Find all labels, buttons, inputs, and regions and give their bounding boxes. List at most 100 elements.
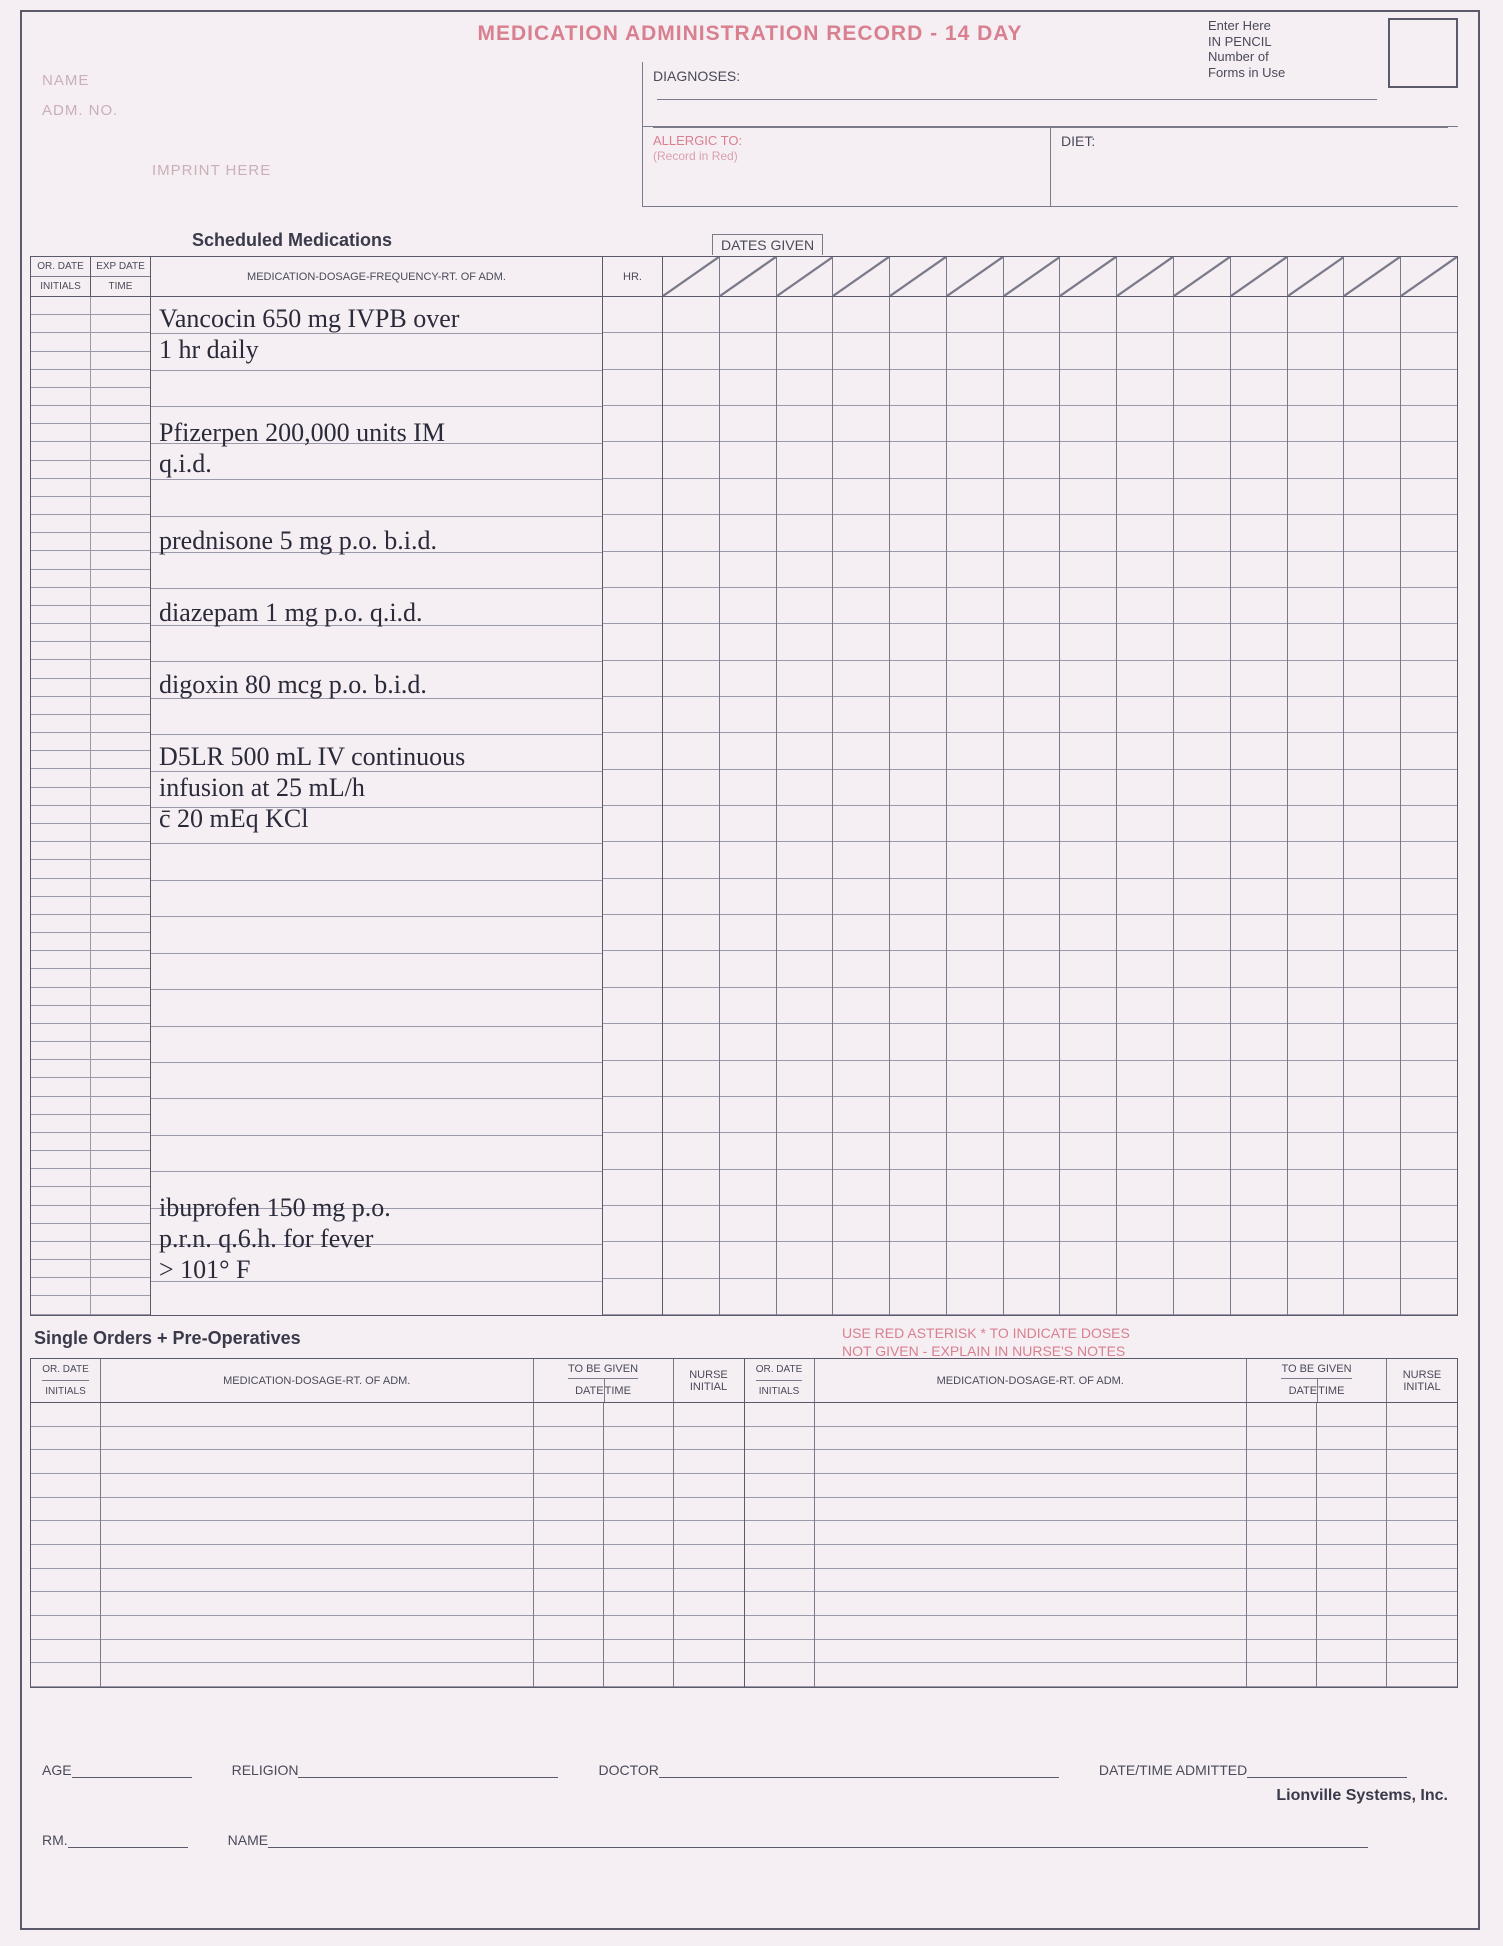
hr-cell[interactable] xyxy=(603,1170,662,1206)
dose-cell[interactable] xyxy=(1174,1170,1230,1206)
dose-cell[interactable] xyxy=(1174,297,1230,333)
dose-cell[interactable] xyxy=(663,1133,719,1169)
dose-cell[interactable] xyxy=(1117,697,1173,733)
sg-cell[interactable] xyxy=(815,1521,1247,1545)
sg-cell[interactable] xyxy=(1247,1545,1316,1569)
dose-cell[interactable] xyxy=(720,515,776,551)
sg-cell[interactable] xyxy=(101,1640,533,1664)
sg-cell[interactable] xyxy=(1317,1663,1386,1687)
dose-cell[interactable] xyxy=(947,770,1003,806)
dose-cell[interactable] xyxy=(1004,1024,1060,1060)
dose-cell[interactable] xyxy=(1344,1061,1400,1097)
dose-cell[interactable] xyxy=(833,879,889,915)
tiny-row[interactable] xyxy=(31,933,150,951)
dose-cell[interactable] xyxy=(663,406,719,442)
dose-cell[interactable] xyxy=(663,297,719,333)
dose-cell[interactable] xyxy=(777,297,833,333)
tiny-row[interactable] xyxy=(31,315,150,333)
sg-cell[interactable] xyxy=(1247,1521,1316,1545)
sg-cell[interactable] xyxy=(1317,1474,1386,1498)
dose-cell[interactable] xyxy=(947,297,1003,333)
dose-cell[interactable] xyxy=(1231,733,1287,769)
sg-cell[interactable] xyxy=(1317,1521,1386,1545)
dose-cell[interactable] xyxy=(833,1242,889,1278)
dose-cell[interactable] xyxy=(833,624,889,660)
sg-cell[interactable] xyxy=(815,1545,1247,1569)
tiny-row[interactable] xyxy=(31,497,150,515)
sg-cell[interactable] xyxy=(1387,1616,1457,1640)
tiny-row[interactable] xyxy=(31,842,150,860)
dose-cell[interactable] xyxy=(833,588,889,624)
tiny-row[interactable] xyxy=(31,515,150,533)
dose-cell[interactable] xyxy=(1231,1024,1287,1060)
dose-cell[interactable] xyxy=(777,951,833,987)
dose-cell[interactable] xyxy=(1344,297,1400,333)
dose-cell[interactable] xyxy=(720,442,776,478)
hr-cell[interactable] xyxy=(603,1097,662,1133)
dose-cell[interactable] xyxy=(1117,1097,1173,1133)
hr-cell[interactable] xyxy=(603,333,662,369)
dose-cell[interactable] xyxy=(1060,661,1116,697)
dose-cell[interactable] xyxy=(1231,1242,1287,1278)
dose-cell[interactable] xyxy=(1174,661,1230,697)
dose-cell[interactable] xyxy=(947,479,1003,515)
dose-cell[interactable] xyxy=(1004,733,1060,769)
tiny-row[interactable] xyxy=(31,388,150,406)
tiny-row[interactable] xyxy=(31,897,150,915)
tiny-row[interactable] xyxy=(31,860,150,878)
dose-cell[interactable] xyxy=(1004,842,1060,878)
sg-cell[interactable] xyxy=(1387,1474,1457,1498)
dose-cell[interactable] xyxy=(1288,1024,1344,1060)
dose-cell[interactable] xyxy=(947,624,1003,660)
dose-cell[interactable] xyxy=(1060,1097,1116,1133)
sg-cell[interactable] xyxy=(31,1521,100,1545)
dose-cell[interactable] xyxy=(1174,515,1230,551)
dose-cell[interactable] xyxy=(663,1279,719,1315)
dose-cell[interactable] xyxy=(1174,1097,1230,1133)
dose-cell[interactable] xyxy=(1004,406,1060,442)
dose-cell[interactable] xyxy=(720,552,776,588)
sg-cell[interactable] xyxy=(745,1521,814,1545)
dose-cell[interactable] xyxy=(1231,1206,1287,1242)
dose-cell[interactable] xyxy=(1344,333,1400,369)
sg-cell[interactable] xyxy=(101,1663,533,1687)
dose-cell[interactable] xyxy=(1344,1024,1400,1060)
sg-cell[interactable] xyxy=(1387,1663,1457,1687)
sg-cell[interactable] xyxy=(745,1569,814,1593)
dose-cell[interactable] xyxy=(947,1097,1003,1133)
dose-cell[interactable] xyxy=(1344,479,1400,515)
tiny-row[interactable] xyxy=(31,824,150,842)
sg-cell[interactable] xyxy=(534,1663,603,1687)
dose-cell[interactable] xyxy=(1060,333,1116,369)
dose-cell[interactable] xyxy=(1401,406,1457,442)
dose-cell[interactable] xyxy=(1344,988,1400,1024)
dose-cell[interactable] xyxy=(1060,1242,1116,1278)
hr-cell[interactable] xyxy=(603,515,662,551)
sg-cell[interactable] xyxy=(31,1663,100,1687)
dose-cell[interactable] xyxy=(1344,806,1400,842)
dose-cell[interactable] xyxy=(1174,333,1230,369)
dose-cell[interactable] xyxy=(720,697,776,733)
dose-cell[interactable] xyxy=(1288,1170,1344,1206)
day-header-cell[interactable] xyxy=(1174,257,1231,296)
sg-cell[interactable] xyxy=(674,1592,744,1616)
sg-cell[interactable] xyxy=(1317,1640,1386,1664)
sg-cell[interactable] xyxy=(101,1498,533,1522)
dose-cell[interactable] xyxy=(663,806,719,842)
dose-cell[interactable] xyxy=(890,1206,946,1242)
dose-cell[interactable] xyxy=(1288,588,1344,624)
dose-cell[interactable] xyxy=(1174,624,1230,660)
dose-cell[interactable] xyxy=(1231,515,1287,551)
dose-cell[interactable] xyxy=(833,1097,889,1133)
sg-cell[interactable] xyxy=(101,1569,533,1593)
sg-cell[interactable] xyxy=(1317,1545,1386,1569)
sg-cell[interactable] xyxy=(101,1474,533,1498)
sg-cell[interactable] xyxy=(1247,1403,1316,1427)
tiny-row[interactable] xyxy=(31,697,150,715)
dose-cell[interactable] xyxy=(1004,988,1060,1024)
dose-cell[interactable] xyxy=(1004,770,1060,806)
dose-cell[interactable] xyxy=(777,988,833,1024)
dose-cell[interactable] xyxy=(1231,697,1287,733)
dose-cell[interactable] xyxy=(777,697,833,733)
hr-cell[interactable] xyxy=(603,697,662,733)
